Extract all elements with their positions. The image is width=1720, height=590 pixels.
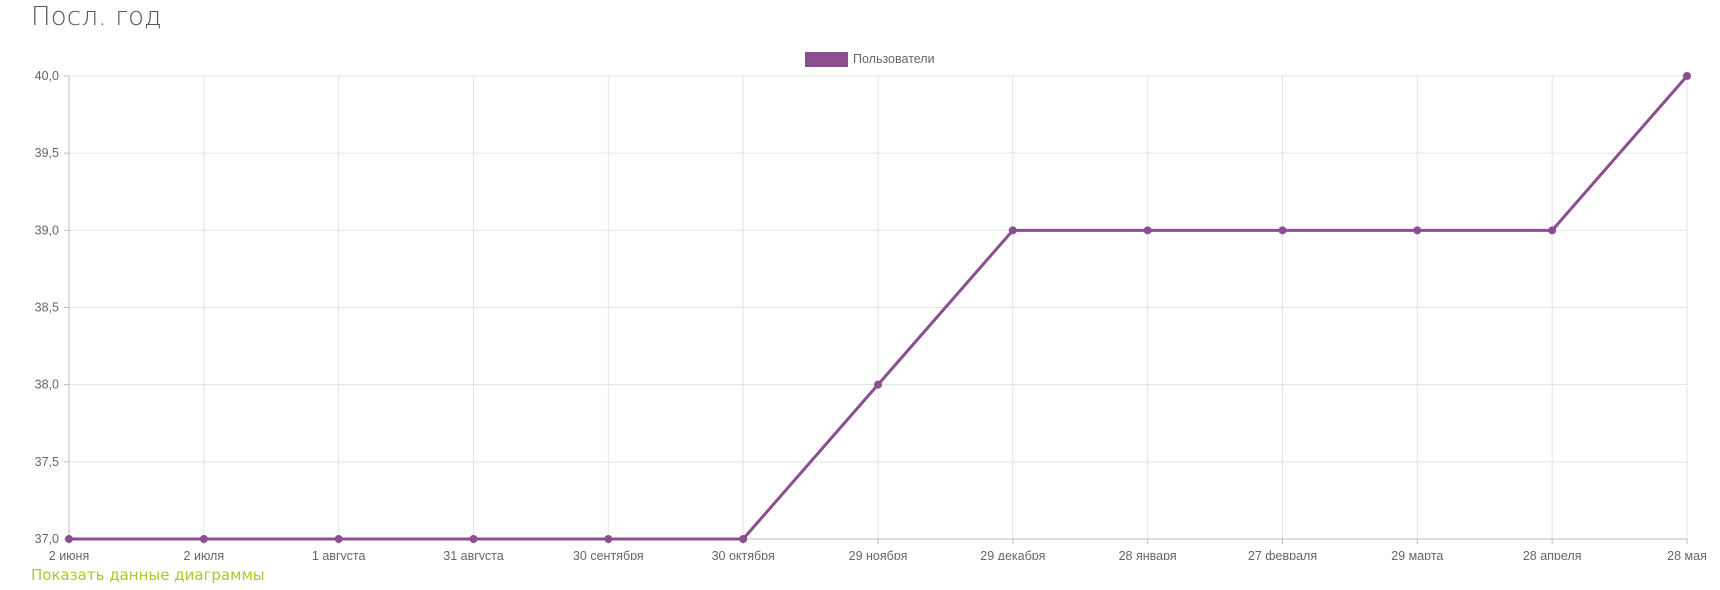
x-tick-label: 29 декабря: [980, 549, 1045, 560]
x-axis-tick-labels: 2 июня 2 июля 1 августа 31 августа 30 сентяб…: [49, 549, 1707, 560]
y-tick-label: 38,5: [35, 301, 59, 315]
x-tick-label: 2 июля: [184, 549, 225, 560]
x-tick-label: 29 ноября: [849, 549, 908, 560]
data-point[interactable]: [469, 535, 478, 543]
x-tick-label: 28 мая: [1667, 549, 1707, 560]
data-point[interactable]: [874, 380, 882, 389]
x-tick-label: 30 октября: [712, 549, 775, 560]
data-point[interactable]: [1413, 226, 1422, 235]
data-point[interactable]: [739, 535, 748, 543]
grid-lines: [68, 75, 1688, 540]
axes: [64, 75, 1688, 544]
y-tick-label: 40,0: [35, 69, 59, 83]
data-point[interactable]: [199, 535, 208, 543]
x-tick-label: 31 августа: [443, 549, 503, 560]
legend-label: Пользователи: [853, 52, 935, 66]
page-title: Посл. год: [31, 2, 162, 32]
data-point[interactable]: [1008, 226, 1017, 235]
x-tick-label: 28 апреля: [1523, 549, 1582, 560]
show-chart-data-link[interactable]: Показать данные диаграммы: [31, 566, 265, 584]
data-point[interactable]: [604, 535, 613, 543]
y-tick-label: 38,0: [35, 378, 59, 392]
line-chart: Пользователи 37,0 37,5 38,0 38,5 39,0 39,5 40,…: [35, 52, 1707, 560]
x-tick-label: 29 марта: [1391, 549, 1443, 560]
data-point[interactable]: [334, 535, 343, 543]
data-point[interactable]: [1278, 226, 1287, 235]
y-tick-label: 37,0: [35, 532, 59, 546]
y-tick-label: 39,0: [35, 223, 59, 237]
legend-swatch: [805, 52, 848, 67]
data-point[interactable]: [1683, 72, 1691, 80]
data-point[interactable]: [65, 535, 73, 543]
x-tick-label: 2 июня: [49, 549, 89, 560]
y-tick-label: 37,5: [35, 455, 59, 469]
x-tick-label: 28 января: [1119, 549, 1177, 560]
data-point[interactable]: [1548, 226, 1557, 235]
legend[interactable]: Пользователи: [805, 52, 935, 67]
x-tick-label: 27 февраля: [1248, 549, 1317, 560]
data-point[interactable]: [1143, 226, 1152, 235]
x-tick-label: 30 сентября: [573, 549, 644, 560]
y-axis-tick-labels: 37,0 37,5 38,0 38,5 39,0 39,5 40,0: [35, 69, 59, 546]
x-tick-label: 1 августа: [312, 549, 366, 560]
y-tick-label: 39,5: [35, 146, 59, 160]
series-users: [65, 72, 1691, 543]
